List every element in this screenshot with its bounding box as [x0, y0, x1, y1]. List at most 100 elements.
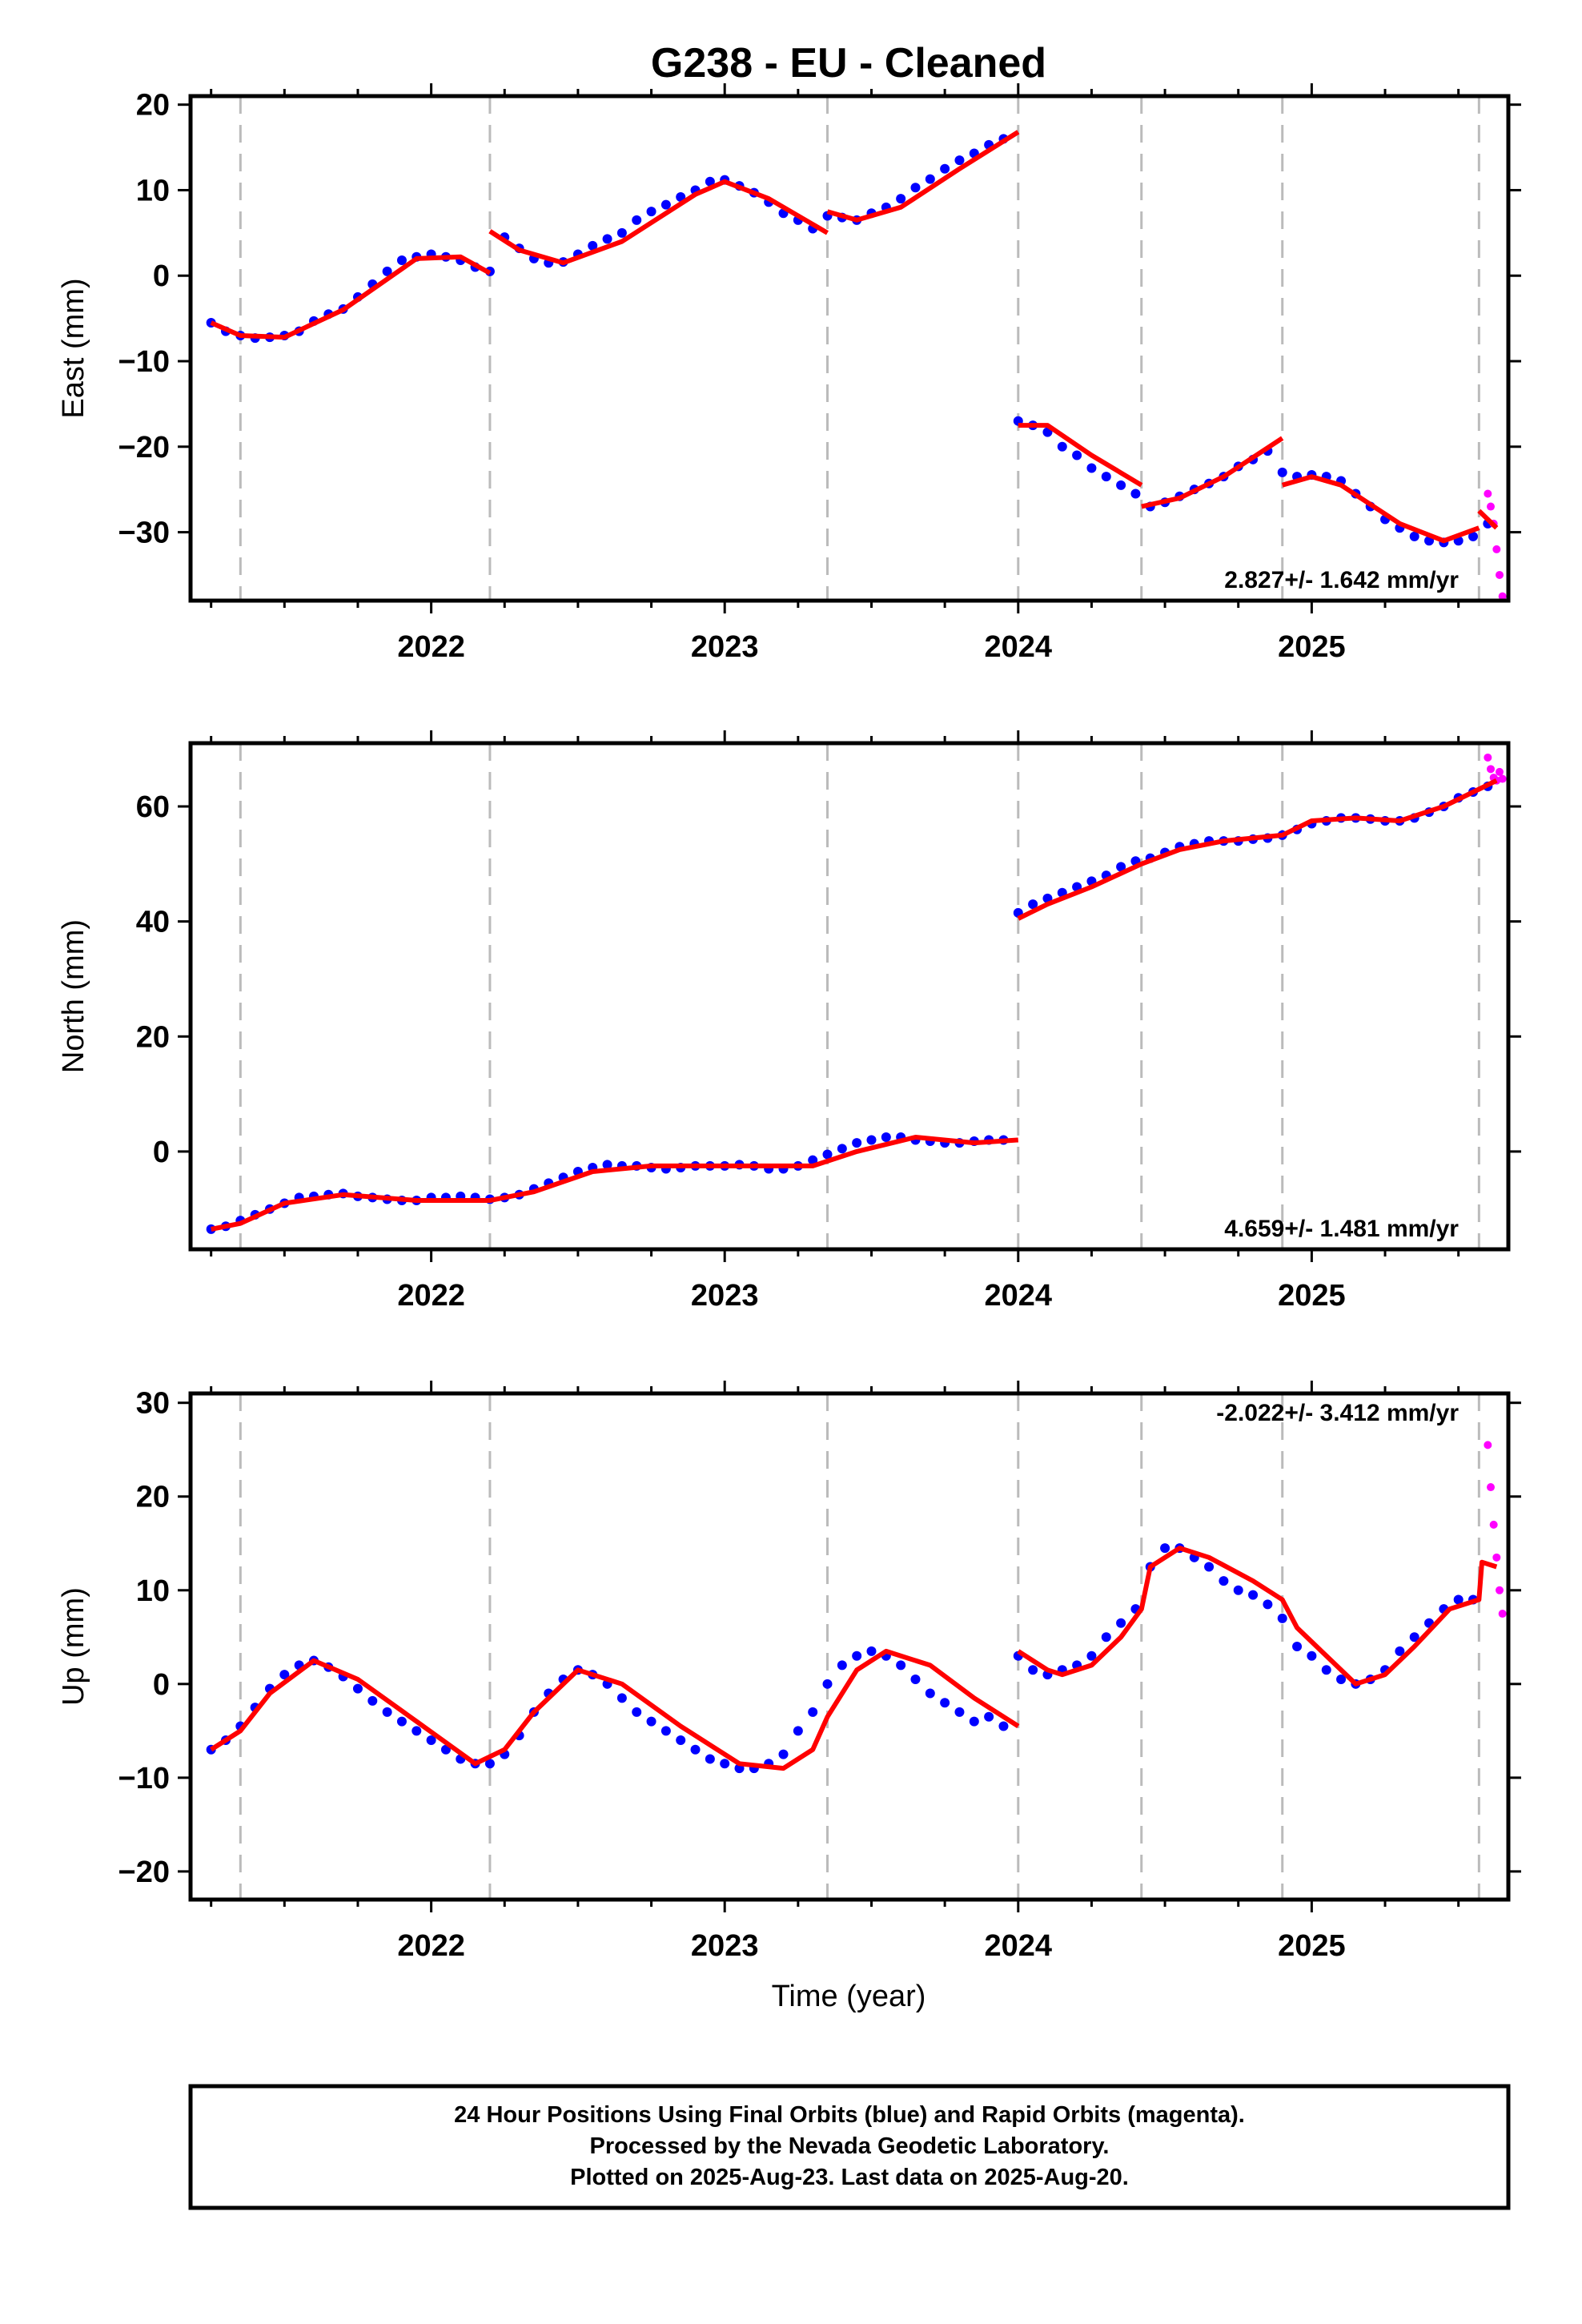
y-tick-label: 20 [136, 1481, 170, 1514]
rapid-orbit-point [1487, 765, 1496, 774]
final-orbit-point [705, 1754, 715, 1764]
final-orbit-point [1028, 899, 1038, 910]
model-fit-line [211, 1135, 1018, 1232]
model-fit-line [1017, 778, 1498, 921]
final-orbit-point [1028, 1665, 1038, 1675]
x-tick-label: 2023 [691, 1279, 759, 1313]
final-orbit-point [1409, 1632, 1419, 1642]
y-tick-label: 10 [136, 174, 170, 207]
figure-title: G238 - EU - Cleaned [651, 40, 1046, 86]
final-orbit-point [602, 234, 612, 244]
final-orbit-point [808, 1707, 818, 1717]
y-tick-label: 10 [136, 1574, 170, 1608]
final-orbit-point [382, 1707, 392, 1717]
y-tick-label: −30 [118, 517, 170, 550]
final-orbit-point [396, 255, 407, 266]
final-orbit-point [616, 227, 627, 238]
plot-frame [188, 1391, 1511, 1902]
final-orbit-point [866, 1646, 877, 1656]
final-orbit-point [661, 199, 671, 210]
final-orbit-point [1116, 480, 1126, 490]
final-orbit-point [705, 176, 715, 187]
y-axis-label: Up (mm) [57, 1587, 90, 1706]
plot-frame [188, 94, 1511, 603]
y-axis-label: East (mm) [57, 278, 90, 418]
final-orbit-point [646, 1716, 656, 1727]
y-tick-label: −20 [118, 1856, 170, 1889]
up-panel: 2022 2023 2024 2025 −20 −10 0 10 20 30 Up (mm) -2.0… [57, 1381, 1521, 1963]
final-orbit-point [1263, 1599, 1273, 1610]
final-orbit-point [602, 1160, 612, 1170]
y-tick-label: 30 [136, 1387, 170, 1421]
x-tick-label: 2025 [1278, 1279, 1346, 1313]
final-orbit-point [969, 1716, 979, 1727]
x-tick-label: 2023 [691, 1929, 759, 1963]
y-tick-label: 60 [136, 790, 170, 824]
model-fit-line [1281, 474, 1480, 544]
final-orbit-point [984, 1711, 994, 1722]
final-orbit-point [720, 1759, 730, 1769]
final-orbit-point [954, 155, 965, 166]
final-orbit-point [1409, 531, 1419, 541]
final-orbit-point [632, 1707, 642, 1717]
x-tick-label: 2023 [691, 630, 759, 664]
model-fit-line [210, 254, 492, 340]
x-tick-label: 2024 [985, 1279, 1053, 1313]
x-axis-label: Time (year) [772, 1980, 926, 2013]
final-orbit-point [837, 1144, 847, 1154]
y-axis-label: North (mm) [57, 919, 90, 1073]
rapid-orbit-point [1487, 502, 1496, 511]
final-orbit-point [1130, 489, 1141, 499]
final-orbit-point [1101, 472, 1111, 482]
final-orbit-point [852, 1651, 862, 1661]
final-orbit-point [382, 266, 392, 276]
rapid-orbit-point [1498, 592, 1507, 601]
final-orbit-point [866, 1135, 877, 1145]
y-tick-label: 40 [136, 906, 170, 939]
north-panel: 2022 2023 2024 2025 0 20 40 60 North (mm) 4.659+/… [57, 730, 1521, 1313]
model-fit-line [826, 130, 1020, 223]
final-orbit-point [1277, 1613, 1287, 1623]
final-orbit-point [1086, 1651, 1097, 1661]
y-tick-label: −10 [118, 1762, 170, 1795]
y-tick-label: −10 [118, 345, 170, 379]
model-fit-line [1141, 436, 1284, 509]
rapid-orbit-point [1484, 753, 1492, 762]
y-tick-label: −20 [118, 431, 170, 464]
final-orbit-point [1307, 1651, 1317, 1661]
caption-line-3: Plotted on 2025-Aug-23. Last data on 202… [570, 2165, 1129, 2190]
rate-label: 2.827+/- 1.642 mm/yr [1224, 567, 1459, 593]
final-orbit-point [1233, 1585, 1243, 1595]
rapid-orbit-point [1498, 774, 1507, 783]
rapid-orbit-point [1492, 1553, 1501, 1562]
caption-box [188, 2084, 1511, 2210]
final-orbit-point [1248, 1590, 1259, 1600]
final-orbit-point [1336, 1674, 1347, 1684]
final-orbit-point [940, 1698, 950, 1708]
final-orbit-point [352, 1683, 363, 1694]
final-orbit-point [1116, 1618, 1126, 1628]
final-orbit-point [822, 1149, 833, 1160]
final-orbit-point [1086, 463, 1097, 473]
final-orbit-point [484, 1759, 495, 1769]
model-fit-line [1477, 509, 1499, 530]
final-orbit-point [1395, 1646, 1405, 1656]
model-fit-line [210, 1648, 1020, 1771]
final-orbit-point [676, 1735, 686, 1746]
rate-label: -2.022+/- 3.412 mm/yr [1216, 1400, 1459, 1426]
final-orbit-point [998, 1721, 1009, 1731]
rapid-orbit-point [1484, 489, 1492, 498]
final-orbit-point [426, 1735, 436, 1746]
y-tick-label: 0 [153, 1136, 170, 1169]
final-orbit-point [1277, 467, 1287, 477]
final-orbit-point [1160, 1543, 1170, 1554]
rapid-orbit-point [1496, 1586, 1504, 1594]
x-tick-label: 2024 [985, 1929, 1053, 1963]
model-fit-line [1017, 1546, 1498, 1687]
east-panel: 2022 2023 2024 2025 −30 −20 −10 0 10 20 East (mm) 2… [57, 83, 1521, 664]
final-orbit-point [588, 240, 598, 251]
plot-frame [188, 741, 1511, 1252]
final-orbit-point [925, 174, 935, 184]
final-orbit-point [1321, 1665, 1331, 1675]
x-tick-label: 2022 [397, 630, 465, 664]
